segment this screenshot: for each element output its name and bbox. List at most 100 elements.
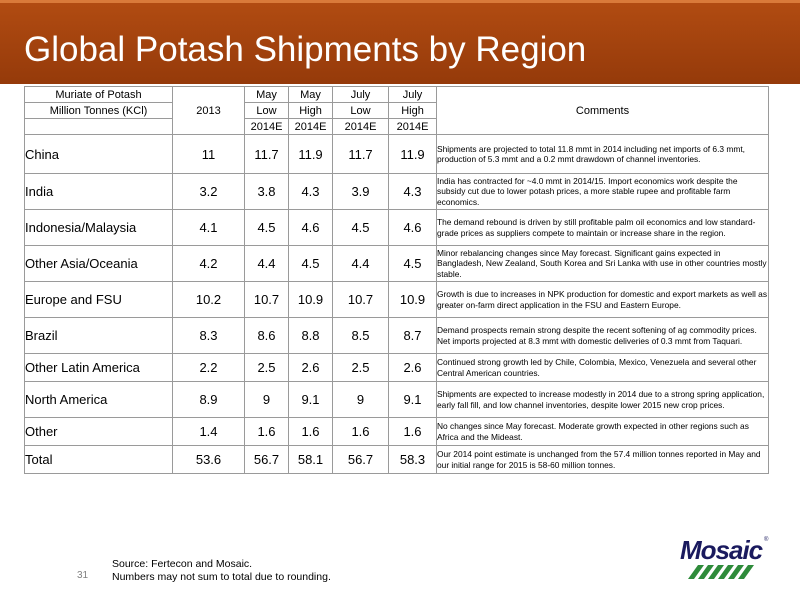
table-label-units: Million Tonnes (KCl) [24, 102, 173, 119]
value-may-high: 58.1 [288, 445, 333, 474]
title-banner: Global Potash Shipments by Region [0, 0, 800, 84]
value-july-high: 9.1 [388, 381, 437, 418]
table-row: North America 8.9 9 9.1 9 9.1 Shipments … [24, 381, 769, 418]
value-july-high: 1.6 [388, 417, 437, 446]
col4-month: July [388, 86, 437, 103]
value-may-high: 9.1 [288, 381, 333, 418]
row-comment: Growth is due to increases in NPK produc… [436, 281, 769, 318]
value-july-high: 58.3 [388, 445, 437, 474]
value-may-high: 8.8 [288, 317, 333, 354]
row-comment: Our 2014 point estimate is unchanged fro… [436, 445, 769, 474]
col3-est: 2014E [332, 118, 389, 135]
value-may-high: 4.3 [288, 173, 333, 210]
value-may-high: 1.6 [288, 417, 333, 446]
value-july-low: 3.9 [332, 173, 389, 210]
value-2013: 4.2 [172, 245, 245, 282]
value-2013: 3.2 [172, 173, 245, 210]
col3-month: July [332, 86, 389, 103]
col4-est: 2014E [388, 118, 437, 135]
region-name: Other Latin America [24, 353, 173, 382]
table-row: China 11 11.7 11.9 11.7 11.9 Shipments a… [24, 134, 769, 174]
table-row: Other Asia/Oceania 4.2 4.4 4.5 4.4 4.5 M… [24, 245, 769, 282]
value-july-low: 11.7 [332, 134, 389, 174]
value-may-low: 56.7 [244, 445, 289, 474]
source-line: Source: Fertecon and Mosaic. [112, 558, 253, 570]
value-may-low: 9 [244, 381, 289, 418]
mosaic-logo: Mosaic ® [680, 535, 776, 581]
region-name: Other Asia/Oceania [24, 245, 173, 282]
row-comment: Continued strong growth led by Chile, Co… [436, 353, 769, 382]
logo-trademark: ® [764, 537, 769, 543]
value-july-low: 1.6 [332, 417, 389, 446]
comments-header: Comments [436, 86, 769, 135]
blank-header-cell [172, 86, 245, 103]
value-2013: 53.6 [172, 445, 245, 474]
value-2013: 4.1 [172, 209, 245, 246]
banner-stripe [0, 0, 800, 3]
value-july-low: 10.7 [332, 281, 389, 318]
col2-month: May [288, 86, 333, 103]
region-name: North America [24, 381, 173, 418]
page-number: 31 [77, 570, 89, 581]
table-row: India 3.2 3.8 4.3 3.9 4.3 India has cont… [24, 173, 769, 210]
row-comment: Shipments are expected to increase modes… [436, 381, 769, 418]
header-row-month: Muriate of Potash May May July July Comm… [24, 86, 769, 135]
value-july-high: 8.7 [388, 317, 437, 354]
value-may-high: 4.5 [288, 245, 333, 282]
value-may-low: 3.8 [244, 173, 289, 210]
row-comment: No changes since May forecast. Moderate … [436, 417, 769, 446]
value-may-low: 2.5 [244, 353, 289, 382]
value-2013: 10.2 [172, 281, 245, 318]
value-may-high: 2.6 [288, 353, 333, 382]
value-july-low: 8.5 [332, 317, 389, 354]
value-may-high: 4.6 [288, 209, 333, 246]
region-name: China [24, 134, 173, 174]
region-name: Europe and FSU [24, 281, 173, 318]
value-2013: 1.4 [172, 417, 245, 446]
value-may-low: 1.6 [244, 417, 289, 446]
table-label-mop: Muriate of Potash [24, 86, 173, 103]
row-comment: Shipments are projected to total 11.8 mm… [436, 134, 769, 174]
col1-month: May [244, 86, 289, 103]
slide-title: Global Potash Shipments by Region [24, 30, 587, 69]
col3-range: Low [332, 102, 389, 119]
table-row: Brazil 8.3 8.6 8.8 8.5 8.7 Demand prospe… [24, 317, 769, 354]
table-row: Europe and FSU 10.2 10.7 10.9 10.7 10.9 … [24, 281, 769, 318]
col1-range: Low [244, 102, 289, 119]
value-july-high: 10.9 [388, 281, 437, 318]
rounding-note: Numbers may not sum to total due to roun… [112, 571, 331, 583]
value-2013: 11 [172, 134, 245, 174]
region-name: Brazil [24, 317, 173, 354]
value-july-low: 56.7 [332, 445, 389, 474]
row-comment: Demand prospects remain strong despite t… [436, 317, 769, 354]
value-2013: 8.3 [172, 317, 245, 354]
col2-range: High [288, 102, 333, 119]
row-comment: Minor rebalancing changes since May fore… [436, 245, 769, 282]
value-july-low: 4.5 [332, 209, 389, 246]
value-july-high: 4.6 [388, 209, 437, 246]
row-comment: India has contracted for ~4.0 mmt in 201… [436, 173, 769, 210]
region-name: Indonesia/Malaysia [24, 209, 173, 246]
value-may-low: 11.7 [244, 134, 289, 174]
table-row: Other 1.4 1.6 1.6 1.6 1.6 No changes sin… [24, 417, 769, 446]
value-may-low: 4.4 [244, 245, 289, 282]
value-may-low: 10.7 [244, 281, 289, 318]
value-may-high: 11.9 [288, 134, 333, 174]
value-may-low: 4.5 [244, 209, 289, 246]
source-note: Source: Fertecon and Mosaic. Numbers may… [112, 558, 331, 584]
value-2013: 8.9 [172, 381, 245, 418]
blank-header-cell [172, 118, 245, 135]
value-may-low: 8.6 [244, 317, 289, 354]
value-july-high: 4.3 [388, 173, 437, 210]
col1-est: 2014E [244, 118, 289, 135]
value-july-low: 9 [332, 381, 389, 418]
col2-est: 2014E [288, 118, 333, 135]
value-may-high: 10.9 [288, 281, 333, 318]
table-row: Indonesia/Malaysia 4.1 4.5 4.6 4.5 4.6 T… [24, 209, 769, 246]
col4-range: High [388, 102, 437, 119]
header-row-range: Million Tonnes (KCl) 2013 Low High Low H… [24, 102, 769, 119]
total-row: Total 53.6 56.7 58.1 56.7 58.3 Our 2014 … [24, 445, 769, 474]
region-name: Other [24, 417, 173, 446]
blank-header-cell [24, 118, 173, 135]
value-july-high: 11.9 [388, 134, 437, 174]
